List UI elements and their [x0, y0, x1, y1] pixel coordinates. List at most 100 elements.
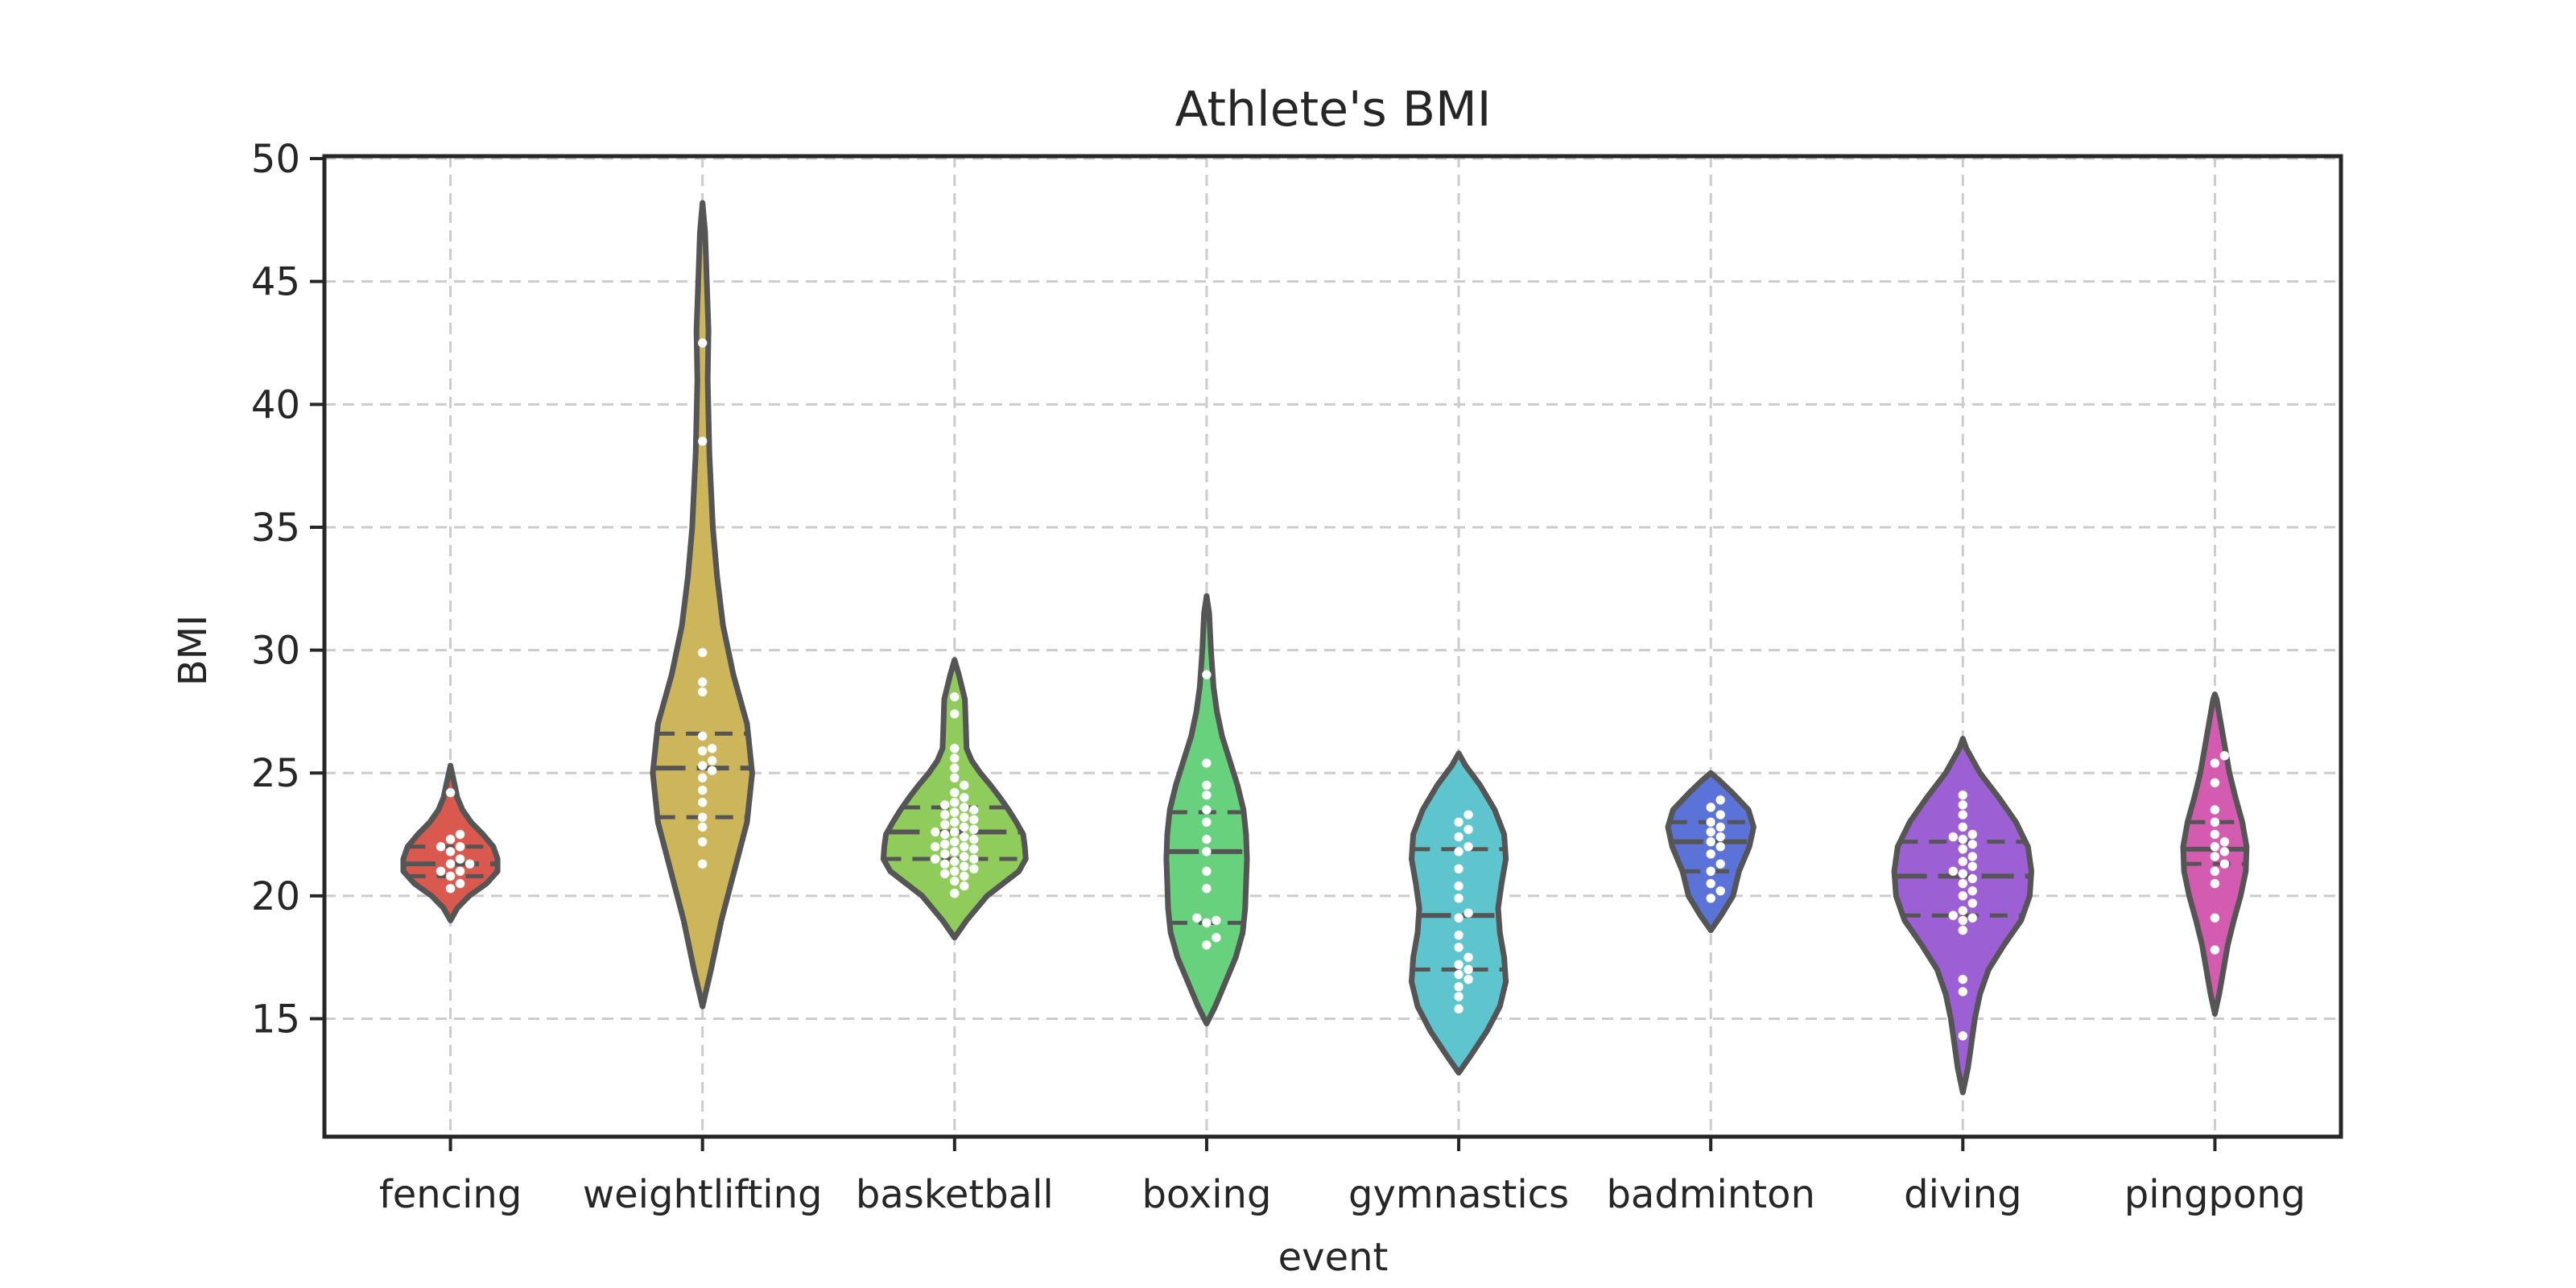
data-point	[939, 839, 950, 849]
x-axis: fencing weightlifting basketball boxing gymn…	[379, 1137, 2306, 1217]
data-point	[1958, 878, 1968, 889]
data-point	[2210, 778, 2220, 788]
data-point	[1967, 898, 1978, 908]
data-point	[949, 753, 960, 763]
data-point	[697, 436, 708, 447]
data-point	[707, 766, 717, 776]
data-point	[697, 859, 708, 869]
data-point	[959, 832, 969, 842]
data-point	[939, 819, 950, 830]
data-point	[445, 787, 456, 798]
y-tick-label: 15	[251, 997, 300, 1042]
data-point	[1967, 886, 1978, 896]
x-tick-label: boxing	[1141, 1172, 1271, 1217]
data-point	[697, 687, 708, 697]
data-point	[949, 888, 960, 898]
data-point	[959, 792, 969, 803]
data-point	[1967, 913, 1978, 923]
data-point	[968, 824, 979, 835]
data-point	[1715, 841, 1726, 852]
data-point	[697, 731, 708, 741]
data-point	[697, 822, 708, 832]
data-point	[1706, 817, 1716, 828]
data-point	[1201, 866, 1212, 877]
data-point	[455, 866, 465, 877]
y-tick-label: 25	[251, 751, 300, 796]
data-point	[445, 883, 456, 894]
data-point	[697, 812, 708, 823]
data-point	[1201, 846, 1212, 857]
data-point	[1958, 915, 1968, 926]
data-point	[1463, 824, 1474, 835]
data-point	[1948, 832, 1959, 842]
data-point	[1454, 981, 1464, 992]
data-point	[1958, 974, 1968, 985]
data-point	[1715, 859, 1726, 869]
data-point	[949, 797, 960, 807]
data-point	[1201, 790, 1212, 800]
data-point	[968, 815, 979, 825]
data-point	[1958, 810, 1968, 820]
data-point	[1463, 964, 1474, 975]
data-point	[697, 647, 708, 658]
data-point	[1967, 861, 1978, 872]
plot-frame	[322, 154, 2343, 1139]
data-point	[1706, 802, 1716, 812]
data-point	[939, 810, 950, 820]
data-point	[436, 841, 446, 852]
data-point	[1454, 992, 1464, 1001]
data-point	[1454, 817, 1464, 828]
data-point	[1958, 890, 1968, 901]
data-point	[1958, 857, 1968, 867]
data-point	[949, 807, 960, 818]
data-point	[968, 844, 979, 854]
data-point	[2219, 750, 2230, 761]
x-tick-label: weightlifting	[583, 1172, 823, 1217]
data-point	[959, 812, 969, 823]
data-point	[1463, 841, 1474, 852]
data-point	[2210, 758, 2220, 768]
data-point	[939, 859, 950, 869]
data-point	[949, 773, 960, 783]
data-point	[455, 829, 465, 840]
data-point	[1463, 908, 1474, 919]
data-point	[949, 817, 960, 828]
data-point	[949, 846, 960, 857]
data-point	[1706, 848, 1716, 859]
data-point	[1463, 952, 1474, 963]
data-point	[1454, 960, 1464, 970]
data-point	[2210, 829, 2220, 840]
data-point	[1201, 817, 1212, 828]
data-point	[1715, 822, 1726, 832]
data-point	[1201, 758, 1212, 768]
data-point	[1958, 790, 1968, 800]
x-tick-label: fencing	[379, 1172, 522, 1217]
data-point	[1706, 866, 1716, 877]
data-point	[697, 761, 708, 771]
data-point	[1706, 836, 1716, 847]
data-point	[445, 846, 456, 857]
data-point	[1454, 864, 1464, 874]
x-axis-label: event	[1278, 1235, 1389, 1280]
data-point	[2210, 913, 2220, 923]
data-point	[2219, 836, 2230, 847]
data-point	[1715, 810, 1726, 820]
y-axis-label: BMI	[171, 615, 216, 687]
data-point	[2210, 866, 2220, 877]
data-point	[2210, 841, 2220, 852]
data-point	[959, 852, 969, 861]
data-point	[1454, 893, 1464, 903]
data-point	[1948, 866, 1959, 877]
data-point	[2219, 859, 2230, 869]
data-point	[1454, 942, 1464, 952]
data-point	[1958, 1030, 1968, 1041]
grid-layer	[324, 156, 2341, 1137]
x-tick-label: badminton	[1606, 1172, 1814, 1217]
data-point	[959, 881, 969, 891]
data-point	[939, 829, 950, 840]
data-point	[939, 848, 950, 859]
data-point	[1706, 878, 1716, 889]
data-point	[1715, 795, 1726, 805]
